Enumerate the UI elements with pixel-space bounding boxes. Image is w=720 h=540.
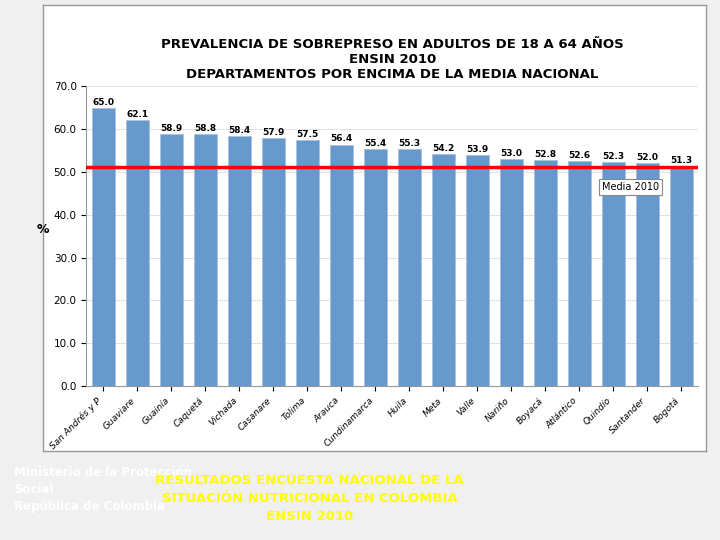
Text: 54.2: 54.2 — [432, 144, 454, 153]
Bar — [636, 164, 660, 386]
Text: Ministerio de la Protección
Social
República de Colombia: Ministerio de la Protección Social Repúb… — [14, 466, 192, 514]
Y-axis label: %: % — [36, 223, 49, 237]
Text: 58.4: 58.4 — [228, 126, 251, 135]
Bar — [534, 160, 557, 386]
Bar — [601, 162, 625, 386]
Bar — [397, 150, 421, 386]
Text: 58.9: 58.9 — [161, 124, 183, 133]
Bar — [91, 108, 115, 386]
Bar — [466, 156, 490, 386]
Text: Media 2010: Media 2010 — [602, 183, 659, 192]
Text: 65.0: 65.0 — [92, 98, 114, 106]
Title: PREVALENCIA DE SOBREPRESO EN ADULTOS DE 18 A 64 AÑOS
ENSIN 2010
DEPARTAMENTOS PO: PREVALENCIA DE SOBREPRESO EN ADULTOS DE … — [161, 38, 624, 81]
Bar — [670, 166, 693, 386]
Text: 53.0: 53.0 — [500, 149, 523, 158]
Text: 51.3: 51.3 — [670, 156, 693, 165]
Bar — [567, 161, 591, 386]
Text: 55.3: 55.3 — [398, 139, 420, 148]
Text: 57.9: 57.9 — [262, 128, 284, 137]
Text: 62.1: 62.1 — [126, 110, 148, 119]
Bar — [500, 159, 523, 386]
Bar — [194, 134, 217, 386]
Bar — [228, 136, 251, 386]
Bar — [364, 149, 387, 386]
Text: 55.4: 55.4 — [364, 139, 387, 147]
Text: 52.8: 52.8 — [534, 150, 557, 159]
Text: 53.9: 53.9 — [467, 145, 489, 154]
Text: RESULTADOS ENCUESTA NACIONAL DE LA
SITUACIÓN NUTRICIONAL EN COLOMBIA
ENSIN 2010: RESULTADOS ENCUESTA NACIONAL DE LA SITUA… — [156, 474, 464, 523]
Bar — [431, 154, 455, 386]
Text: 56.4: 56.4 — [330, 134, 353, 143]
Bar — [330, 145, 354, 386]
Text: 57.5: 57.5 — [296, 130, 318, 139]
Text: 52.3: 52.3 — [603, 152, 624, 161]
Bar — [125, 120, 149, 386]
Bar — [295, 140, 319, 386]
Bar — [261, 138, 285, 386]
Text: 58.8: 58.8 — [194, 124, 217, 133]
Text: 52.0: 52.0 — [636, 153, 658, 162]
Text: 52.6: 52.6 — [568, 151, 590, 160]
Bar — [160, 134, 184, 386]
